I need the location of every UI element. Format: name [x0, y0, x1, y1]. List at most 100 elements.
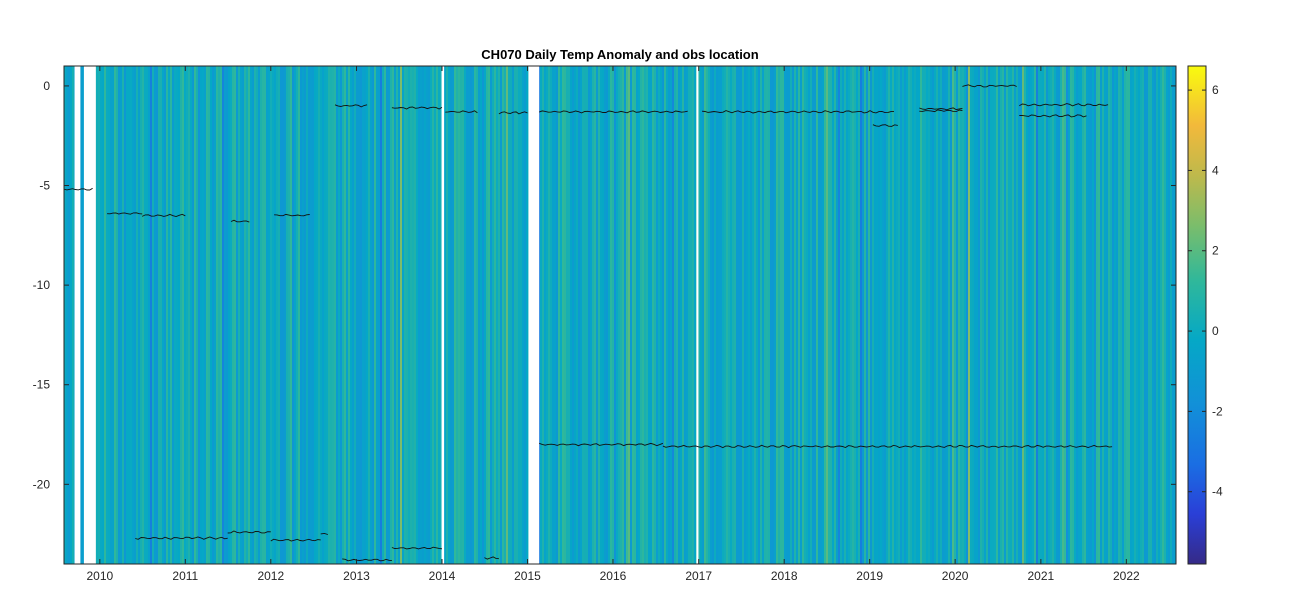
x-tick-label: 2012	[257, 569, 284, 583]
obs-location-segment	[227, 530, 271, 534]
heatmap-column	[384, 66, 387, 564]
heatmap-column	[360, 66, 363, 564]
heatmap-column	[894, 66, 897, 564]
heatmap-column	[324, 66, 327, 564]
heatmap-column	[798, 66, 801, 564]
heatmap-column	[1094, 66, 1097, 564]
heatmap-column	[848, 66, 851, 564]
heatmap-column	[350, 66, 353, 564]
heatmap-column	[602, 66, 605, 564]
heatmap-column	[216, 66, 219, 564]
heatmap-column	[914, 66, 917, 564]
heatmap-column	[866, 66, 869, 564]
heatmap-column	[314, 66, 317, 564]
heatmap-column	[496, 66, 499, 564]
heatmap-column	[620, 66, 623, 564]
heatmap-column	[1112, 66, 1115, 564]
heatmap-column	[474, 66, 477, 564]
heatmap-column	[766, 66, 769, 564]
heatmap-column	[1012, 66, 1015, 564]
heatmap-column	[590, 66, 593, 564]
heatmap-column	[524, 66, 527, 564]
heatmap-column	[764, 66, 767, 564]
heatmap-column	[1154, 66, 1157, 564]
heatmap-column	[1030, 66, 1033, 564]
heatmap-column	[1096, 66, 1099, 564]
heatmap-column	[148, 66, 151, 564]
heatmap-column	[318, 66, 321, 564]
heatmap-column	[734, 66, 737, 564]
heatmap-column	[110, 66, 113, 564]
data-gap	[83, 66, 96, 564]
heatmap-column	[334, 66, 337, 564]
heatmap-column	[796, 66, 799, 564]
heatmap-column	[488, 66, 491, 564]
heatmap-column	[574, 66, 577, 564]
heatmap-column	[872, 66, 875, 564]
obs-location-segment	[662, 444, 1113, 449]
heatmap-column	[800, 66, 803, 564]
x-tick-label: 2021	[1028, 569, 1055, 583]
heatmap-column	[370, 66, 373, 564]
heatmap-column	[934, 66, 937, 564]
heatmap-column	[1082, 66, 1085, 564]
heatmap-column	[700, 66, 703, 564]
heatmap-column	[338, 66, 341, 564]
x-tick-label: 2015	[514, 569, 541, 583]
heatmap-column	[592, 66, 595, 564]
heatmap-column	[158, 66, 161, 564]
heatmap-column	[276, 66, 279, 564]
heatmap-column	[1080, 66, 1083, 564]
heatmap-column	[566, 66, 569, 564]
heatmap-column	[982, 66, 985, 564]
heatmap-column	[1068, 66, 1071, 564]
heatmap-column	[418, 66, 421, 564]
heatmap-column	[1126, 66, 1129, 564]
heatmap-column	[230, 66, 233, 564]
heatmap-column	[510, 66, 513, 564]
heatmap-column	[954, 66, 957, 564]
heatmap-column	[472, 66, 475, 564]
heatmap-column	[976, 66, 979, 564]
heatmap-column	[104, 66, 107, 564]
heatmap-column	[106, 66, 109, 564]
heatmap-column	[1028, 66, 1031, 564]
obs-location-segment	[270, 538, 321, 542]
heatmap-column	[266, 66, 269, 564]
heatmap-column	[1148, 66, 1151, 564]
heatmap-column	[884, 66, 887, 564]
heatmap-column	[588, 66, 591, 564]
heatmap-column	[668, 66, 671, 564]
heatmap-column	[724, 66, 727, 564]
heatmap-column	[802, 66, 805, 564]
heatmap-column	[834, 66, 837, 564]
heatmap-column	[410, 66, 413, 564]
heatmap-column	[916, 66, 919, 564]
heatmap-column	[962, 66, 965, 564]
heatmap-column	[928, 66, 931, 564]
heatmap-column	[898, 66, 901, 564]
heatmap-column	[516, 66, 519, 564]
heatmap-column	[1016, 66, 1019, 564]
heatmap-column	[946, 66, 949, 564]
heatmap-column	[900, 66, 903, 564]
heatmap-column	[1008, 66, 1011, 564]
heatmap-column	[102, 66, 105, 564]
heatmap-column	[144, 66, 147, 564]
heatmap-column	[160, 66, 163, 564]
heatmap-column	[192, 66, 195, 564]
heatmap-column	[204, 66, 207, 564]
heatmap-column	[578, 66, 581, 564]
heatmap-column	[284, 66, 287, 564]
heatmap-column	[72, 66, 75, 564]
heatmap-column	[366, 66, 369, 564]
heatmap-column	[678, 66, 681, 564]
heatmap-column	[720, 66, 723, 564]
heatmap-column	[424, 66, 427, 564]
x-tick-label: 2016	[600, 569, 627, 583]
heatmap-column	[902, 66, 905, 564]
heatmap-column	[868, 66, 871, 564]
heatmap-column	[356, 66, 359, 564]
heatmap-column	[1034, 66, 1037, 564]
heatmap-column	[930, 66, 933, 564]
